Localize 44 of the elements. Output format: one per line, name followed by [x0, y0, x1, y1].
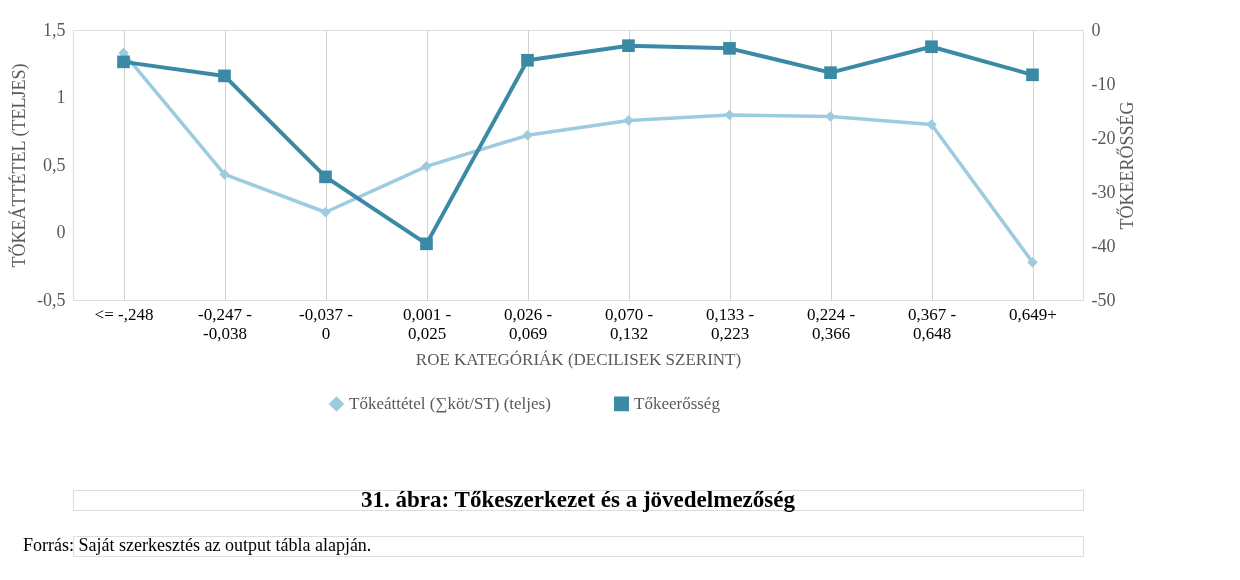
- x-tick-label: -0,247 - -0,038: [198, 304, 253, 343]
- x-tick-label: <= -,248: [94, 304, 154, 324]
- point: [522, 130, 533, 141]
- y2-tick-label: 0: [1091, 19, 1101, 40]
- point: [420, 237, 433, 251]
- x-tick-label: 0,649+: [1009, 304, 1057, 324]
- y2-tick-label: -30: [1091, 181, 1116, 202]
- x-tick-label: -0,037 - 0: [299, 304, 354, 343]
- x-tick-label: 0,224 - 0,366: [806, 304, 856, 343]
- point: [723, 42, 736, 55]
- point: [1026, 68, 1039, 82]
- point: [925, 40, 938, 54]
- y2-tick-label: -10: [1091, 73, 1116, 94]
- y-tick-label: -0,5: [37, 289, 66, 310]
- y-axis-title: TŐKEÁTTÉTEL (TELJES): [8, 63, 31, 268]
- text: 31. ábra: Tőkeszerkezet és a jövedelmezőség: [361, 487, 796, 512]
- y-tick-label: 1,5: [43, 19, 66, 40]
- y-tick-label: 0,5: [43, 154, 66, 175]
- point: [824, 66, 837, 79]
- legend-label: Tőkeáttétel (∑köt/ST) (teljes): [349, 393, 551, 413]
- x-tick-label: 0,001 - 0,025: [402, 304, 452, 343]
- x-tick-label: 0,133 - 0,223: [705, 304, 755, 343]
- point: [724, 109, 735, 121]
- text: Forrás: Saját szerkesztés az output tábla alapján.: [23, 535, 372, 555]
- legend-label: Tőkeerősség: [634, 393, 721, 413]
- x-tick-label: 0,367 - 0,648: [907, 304, 957, 343]
- y-tick-label: 1: [56, 87, 66, 107]
- point: [521, 53, 534, 67]
- point: [218, 69, 231, 83]
- point: [421, 161, 432, 172]
- point: [320, 207, 331, 218]
- y2-tick-label: -20: [1091, 127, 1116, 148]
- x-axis-title: ROE KATEGÓRIÁK (DECILISEK SZERINT): [415, 349, 742, 369]
- y-tick-label: 0: [56, 222, 66, 242]
- point: [117, 55, 130, 69]
- y2-tick-label: -40: [1091, 235, 1116, 256]
- point: [219, 169, 230, 180]
- point: [622, 39, 635, 52]
- y2-tick-label: -50: [1091, 289, 1116, 310]
- point: [319, 170, 332, 184]
- x-tick-label: 0,026 - 0,069: [503, 304, 553, 343]
- y2-axis-title: TŐKEERŐSSÉG: [1116, 101, 1138, 230]
- x-tick-label: 0,070 - 0,132: [604, 304, 654, 343]
- point: [1027, 256, 1038, 268]
